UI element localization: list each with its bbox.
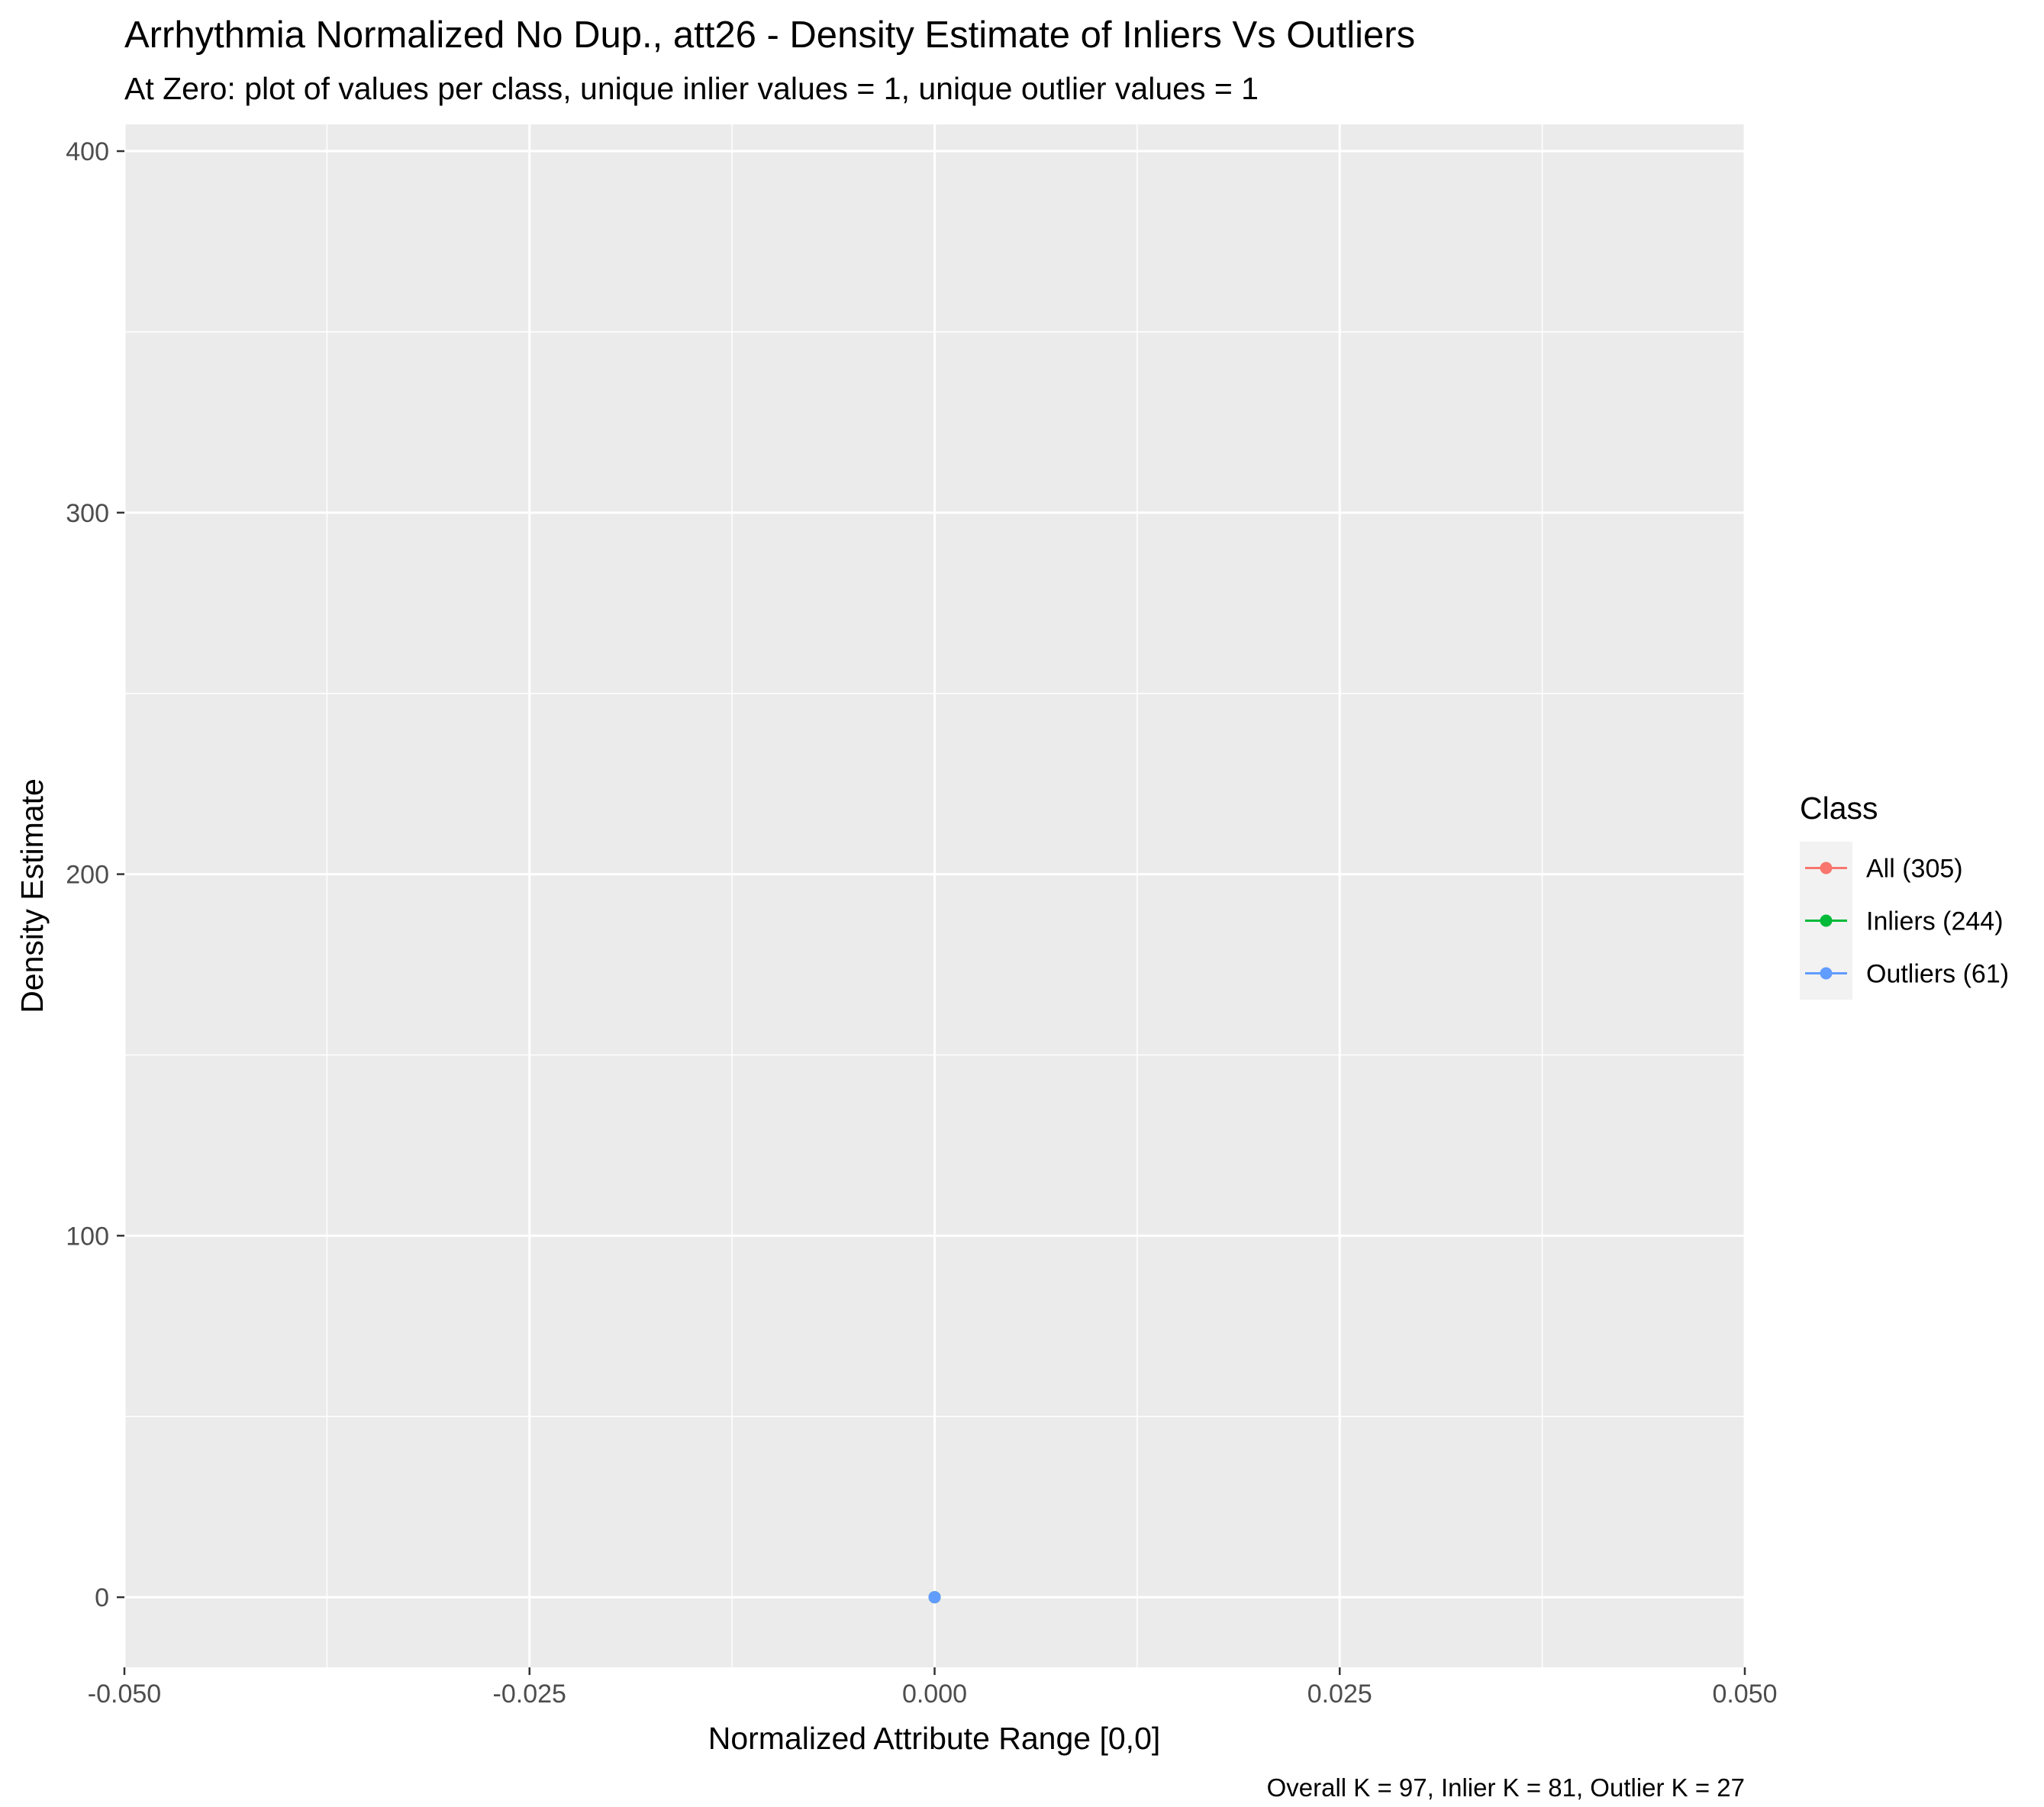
data-point — [928, 1591, 941, 1604]
y-tick-label: 400 — [66, 137, 109, 166]
x-axis: -0.050 -0.025 0.000 0.025 0.050 — [88, 1667, 1778, 1709]
y-tick-label: 300 — [66, 499, 109, 528]
chart-subtitle: At Zero: plot of values per class, uniqu… — [124, 71, 1259, 106]
x-tick-label: 0.050 — [1712, 1680, 1777, 1709]
legend-key-point — [1820, 914, 1833, 927]
y-tick-label: 200 — [66, 861, 109, 890]
legend-title: Class — [1800, 791, 1878, 826]
y-axis: 0 100 200 300 400 — [66, 137, 124, 1612]
y-tick-label: 100 — [66, 1222, 109, 1251]
x-axis-title: Normalized Attribute Range [0,0] — [708, 1721, 1161, 1756]
legend-label: All (305) — [1866, 855, 1963, 884]
legend: Class All (305) Inliers (244) Outliers (61… — [1800, 791, 2009, 1000]
y-tick-label: 0 — [95, 1583, 109, 1612]
x-tick-label: 0.025 — [1307, 1680, 1372, 1709]
legend-label: Inliers (244) — [1866, 907, 2004, 936]
x-tick-label: -0.025 — [493, 1680, 566, 1709]
x-tick-label: 0.000 — [902, 1680, 967, 1709]
chart-caption: Overall K = 97, Inlier K = 81, Outlier K… — [1267, 1773, 1745, 1802]
y-axis-title: Density Estimate — [15, 778, 50, 1013]
legend-key-point — [1820, 967, 1833, 980]
data-marks — [928, 1591, 941, 1604]
x-tick-label: -0.050 — [88, 1680, 161, 1709]
legend-label: Outliers (61) — [1866, 960, 2009, 989]
legend-key-point — [1820, 862, 1833, 875]
chart-title: Arrhythmia Normalized No Dup., att26 - D… — [124, 14, 1415, 56]
